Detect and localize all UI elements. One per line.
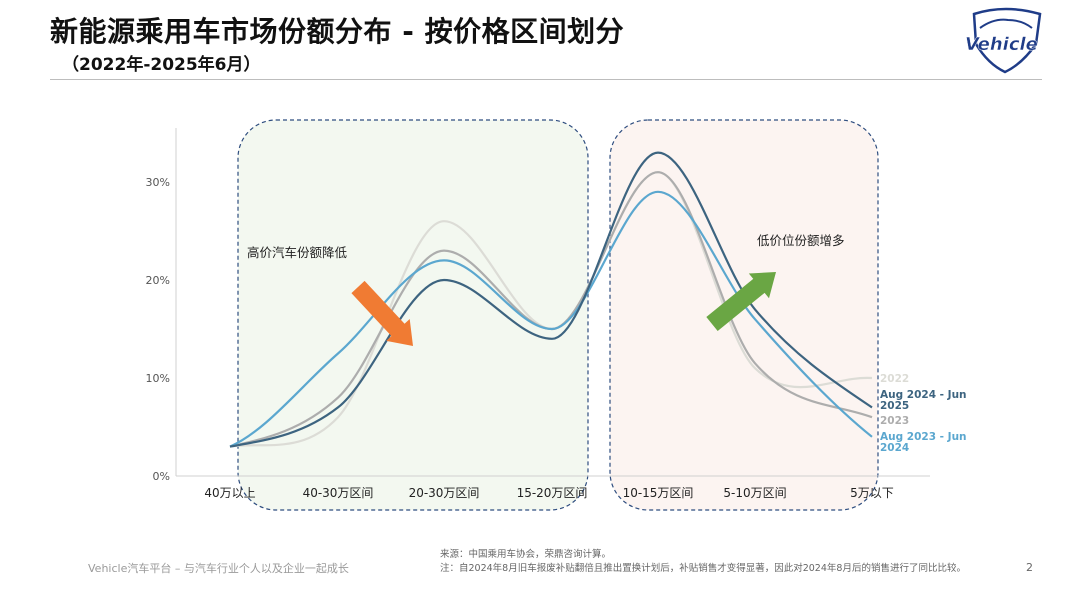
series-label: 2023 (880, 415, 909, 427)
logo-text: Vehicle (965, 34, 1038, 55)
y-tick-label: 0% (153, 470, 170, 483)
vehicle-logo: Vehicle (965, 7, 1042, 74)
series-line (229, 151, 873, 448)
annotation-high-price: 高价汽车份额降低 (247, 245, 348, 260)
series-line (229, 190, 873, 448)
x-tick-label: 5万以下 (850, 486, 894, 500)
page-number: 2 (1026, 561, 1033, 574)
low-price-region (609, 119, 879, 511)
page-subtitle: （2022年-2025年6月） (62, 55, 261, 75)
x-tick-label: 10-15万区间 (623, 486, 694, 500)
header-divider (50, 79, 1042, 80)
series-label: 2025 (880, 400, 909, 412)
source-note: 来源：中国乘用车协会，荣鼎咨询计算。 注：自2024年8月旧车报废补贴翻倍且推出… (440, 548, 966, 576)
footer-slogan: Vehicle汽车平台 – 与汽车行业个人以及企业一起成长 (88, 562, 349, 575)
series-label: Aug 2024 - Jun (880, 389, 967, 401)
y-tick-label: 30% (146, 176, 170, 189)
series-label: 2024 (880, 442, 909, 454)
down-arrow-icon (351, 280, 413, 346)
x-tick-label: 20-30万区间 (409, 486, 480, 500)
series-label: Aug 2023 - Jun (880, 431, 967, 443)
y-tick-label: 10% (146, 372, 170, 385)
x-tick-label: 40-30万区间 (303, 486, 374, 500)
x-tick-label: 15-20万区间 (517, 486, 588, 500)
y-tick-label: 20% (146, 274, 170, 287)
high-price-region (237, 119, 589, 511)
logo-shield-icon (972, 7, 1042, 74)
x-tick-label: 40万以上 (204, 486, 255, 500)
logo-car-icon (979, 18, 1033, 29)
up-arrow-icon (706, 272, 776, 331)
annotation-low-price: 低价位份额增多 (757, 233, 845, 248)
x-tick-label: 5-10万区间 (723, 486, 786, 500)
series-label: 2022 (880, 373, 909, 385)
source-line: 来源：中国乘用车协会，荣鼎咨询计算。 (440, 549, 612, 560)
page-title: 新能源乘用车市场份额分布 - 按价格区间划分 (50, 15, 625, 48)
note-line: 注：自2024年8月旧车报废补贴翻倍且推出置换计划后，补贴销售才变得显著，因此对… (440, 563, 966, 574)
